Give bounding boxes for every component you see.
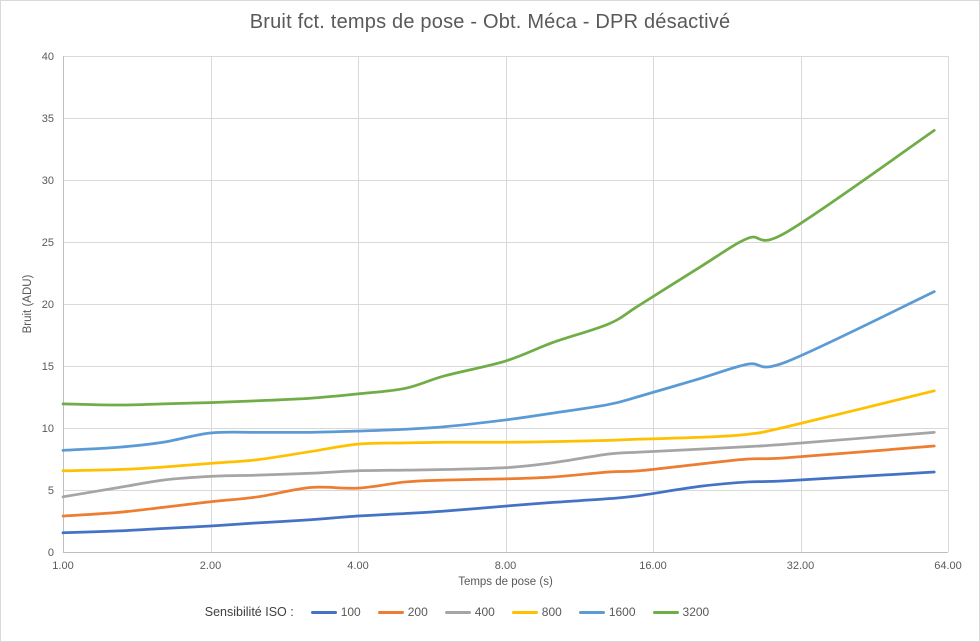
- legend-item-1600: 1600: [578, 605, 636, 619]
- legend-label-100: 100: [340, 605, 361, 619]
- legend-swatch-1600: [578, 610, 605, 614]
- legend-items: 100 200 400 800 1600 3200: [310, 605, 710, 619]
- legend-swatch-200: [377, 610, 404, 614]
- series-line-800: [61, 389, 936, 473]
- x-tick-label-64: 64.00: [934, 560, 962, 572]
- series-line-1600: [61, 290, 936, 452]
- legend-item-400: 400: [444, 605, 495, 619]
- legend-swatch-400: [444, 610, 471, 614]
- legend-label-400: 400: [474, 605, 495, 619]
- legend-item-3200: 3200: [652, 605, 710, 619]
- legend-swatch-100: [310, 610, 337, 614]
- y-tick-label-10: 10: [42, 423, 54, 435]
- y-tick-label-20: 20: [42, 299, 54, 311]
- x-tick-label-8: 8.00: [495, 560, 516, 572]
- x-tick-label-16: 16.00: [639, 560, 667, 572]
- x-axis-title: Temps de pose (s): [458, 576, 553, 588]
- y-tick-label-5: 5: [48, 485, 54, 497]
- x-tick-label-1: 1.00: [52, 560, 73, 572]
- y-tick-label-15: 15: [42, 361, 54, 373]
- x-tick-label-32: 32.00: [787, 560, 815, 572]
- legend-title: Sensibilité ISO :: [204, 605, 294, 619]
- x-tick-label-4: 4.00: [347, 560, 368, 572]
- y-tick-label-25: 25: [42, 237, 54, 249]
- series-line-200: [61, 444, 936, 518]
- series-line-400: [61, 430, 936, 499]
- y-tick-label-40: 40: [42, 51, 54, 63]
- y-axis-title: Bruit (ADU): [22, 274, 34, 334]
- legend-label-800: 800: [541, 605, 562, 619]
- legend: Sensibilité ISO : 100 200 400 800 1600 3200: [1, 605, 913, 619]
- y-tick-label-0: 0: [48, 547, 54, 559]
- legend-item-100: 100: [310, 605, 361, 619]
- series-line-100: [61, 470, 936, 535]
- legend-item-800: 800: [511, 605, 562, 619]
- legend-label-1600: 1600: [608, 605, 636, 619]
- series-line-3200: [61, 129, 936, 407]
- legend-item-200: 200: [377, 605, 428, 619]
- y-tick-label-35: 35: [42, 113, 54, 125]
- legend-swatch-3200: [652, 610, 679, 614]
- legend-label-3200: 3200: [682, 605, 710, 619]
- x-tick-label-2: 2.00: [200, 560, 221, 572]
- legend-label-200: 200: [407, 605, 428, 619]
- chart-title: Bruit fct. temps de pose - Obt. Méca - D…: [249, 11, 731, 33]
- y-tick-label-30: 30: [42, 175, 54, 187]
- legend-swatch-800: [511, 610, 538, 614]
